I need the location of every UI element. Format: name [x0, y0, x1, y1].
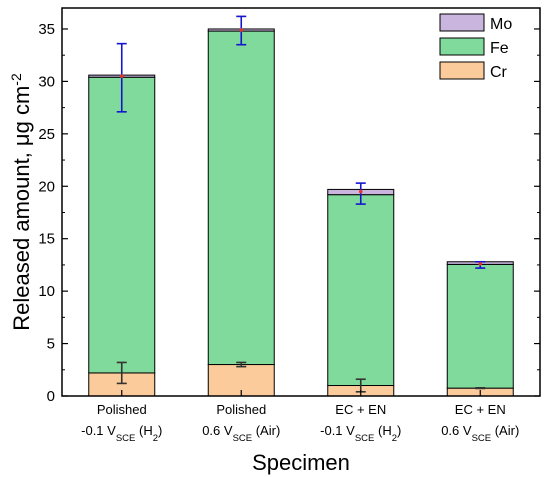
x-tick-label-line1: Polished — [97, 402, 147, 417]
x-tick-label-subscript: SCE — [116, 433, 136, 444]
x-tick-label-subscript: SCE — [355, 433, 375, 444]
y-tick-label: 0 — [47, 388, 55, 405]
bar-fe-2 — [207, 30, 275, 366]
y-axis-title: Released amount, μg cm-2 — [8, 73, 34, 331]
x-tick-label-line2: -0.1 VSCE (H2) — [320, 423, 401, 444]
y-axis-title-main: Released amount, μg cm — [9, 86, 34, 331]
legend-label-cr: Cr — [490, 64, 508, 81]
x-tick-label-part: (Air) — [491, 423, 519, 438]
x-tick-label-line1: EC + EN — [335, 402, 386, 417]
y-tick-label: 5 — [47, 336, 55, 353]
y-axis: 0 5 10 15 20 25 30 35 — [38, 21, 540, 405]
legend-swatch-cr — [439, 61, 485, 80]
plot-frame — [61, 7, 541, 397]
x-tick-label-line1: Polished — [216, 402, 266, 417]
x-tick-label-subscript: SCE — [233, 433, 253, 444]
legend-label-mo: Mo — [490, 16, 512, 33]
error-center-marker-2 — [239, 28, 244, 32]
x-tick-label-part: (H — [374, 423, 391, 438]
y-tick-label: 30 — [38, 73, 55, 90]
x-tick-label-line2: 0.6 VSCE (Air) — [441, 423, 519, 444]
x-tick-label-subscript: SCE — [472, 433, 492, 444]
x-tick-label-subscript: 2 — [153, 433, 158, 444]
bar-fe-3 — [327, 194, 395, 387]
x-tick-label-line1: EC + EN — [455, 402, 506, 417]
bars-layer — [88, 28, 514, 397]
error-center-marker-4 — [478, 262, 483, 266]
legend: Mo Fe Cr — [439, 13, 512, 81]
y-tick-label: 10 — [38, 283, 55, 300]
x-tick-label-subscript: 2 — [392, 433, 397, 444]
x-tick-label-line2: -0.1 VSCE (H2) — [81, 423, 162, 444]
y-axis-title-superscript: -2 — [8, 73, 24, 86]
x-tick-label-part: ) — [158, 423, 162, 438]
x-tick-label-part: 0.6 V — [202, 423, 233, 438]
y-tick-label: 20 — [38, 178, 55, 195]
error-center-marker-3 — [358, 189, 363, 194]
error-center-marker-1 — [119, 74, 124, 78]
x-axis-title: Specimen — [252, 450, 350, 475]
x-tick-label-part: ) — [397, 423, 401, 438]
legend-label-fe: Fe — [490, 40, 509, 57]
legend-swatch-fe — [439, 37, 485, 56]
x-tick-label-part: -0.1 V — [320, 423, 355, 438]
x-tick-label-part: -0.1 V — [81, 423, 116, 438]
x-tick-label-part: 0.6 V — [441, 423, 472, 438]
bar-fe-4 — [446, 263, 514, 389]
y-tick-label: 25 — [38, 126, 55, 143]
x-tick-label-line2: 0.6 VSCE (Air) — [202, 423, 280, 444]
legend-swatch-mo — [439, 13, 485, 32]
x-tick-label-part: (H — [135, 423, 152, 438]
y-tick-label: 35 — [38, 21, 55, 38]
error-bars-layer — [116, 15, 486, 393]
x-tick-label-part: (Air) — [252, 423, 280, 438]
y-tick-label: 15 — [38, 231, 55, 248]
bar-fe-1 — [88, 76, 156, 374]
